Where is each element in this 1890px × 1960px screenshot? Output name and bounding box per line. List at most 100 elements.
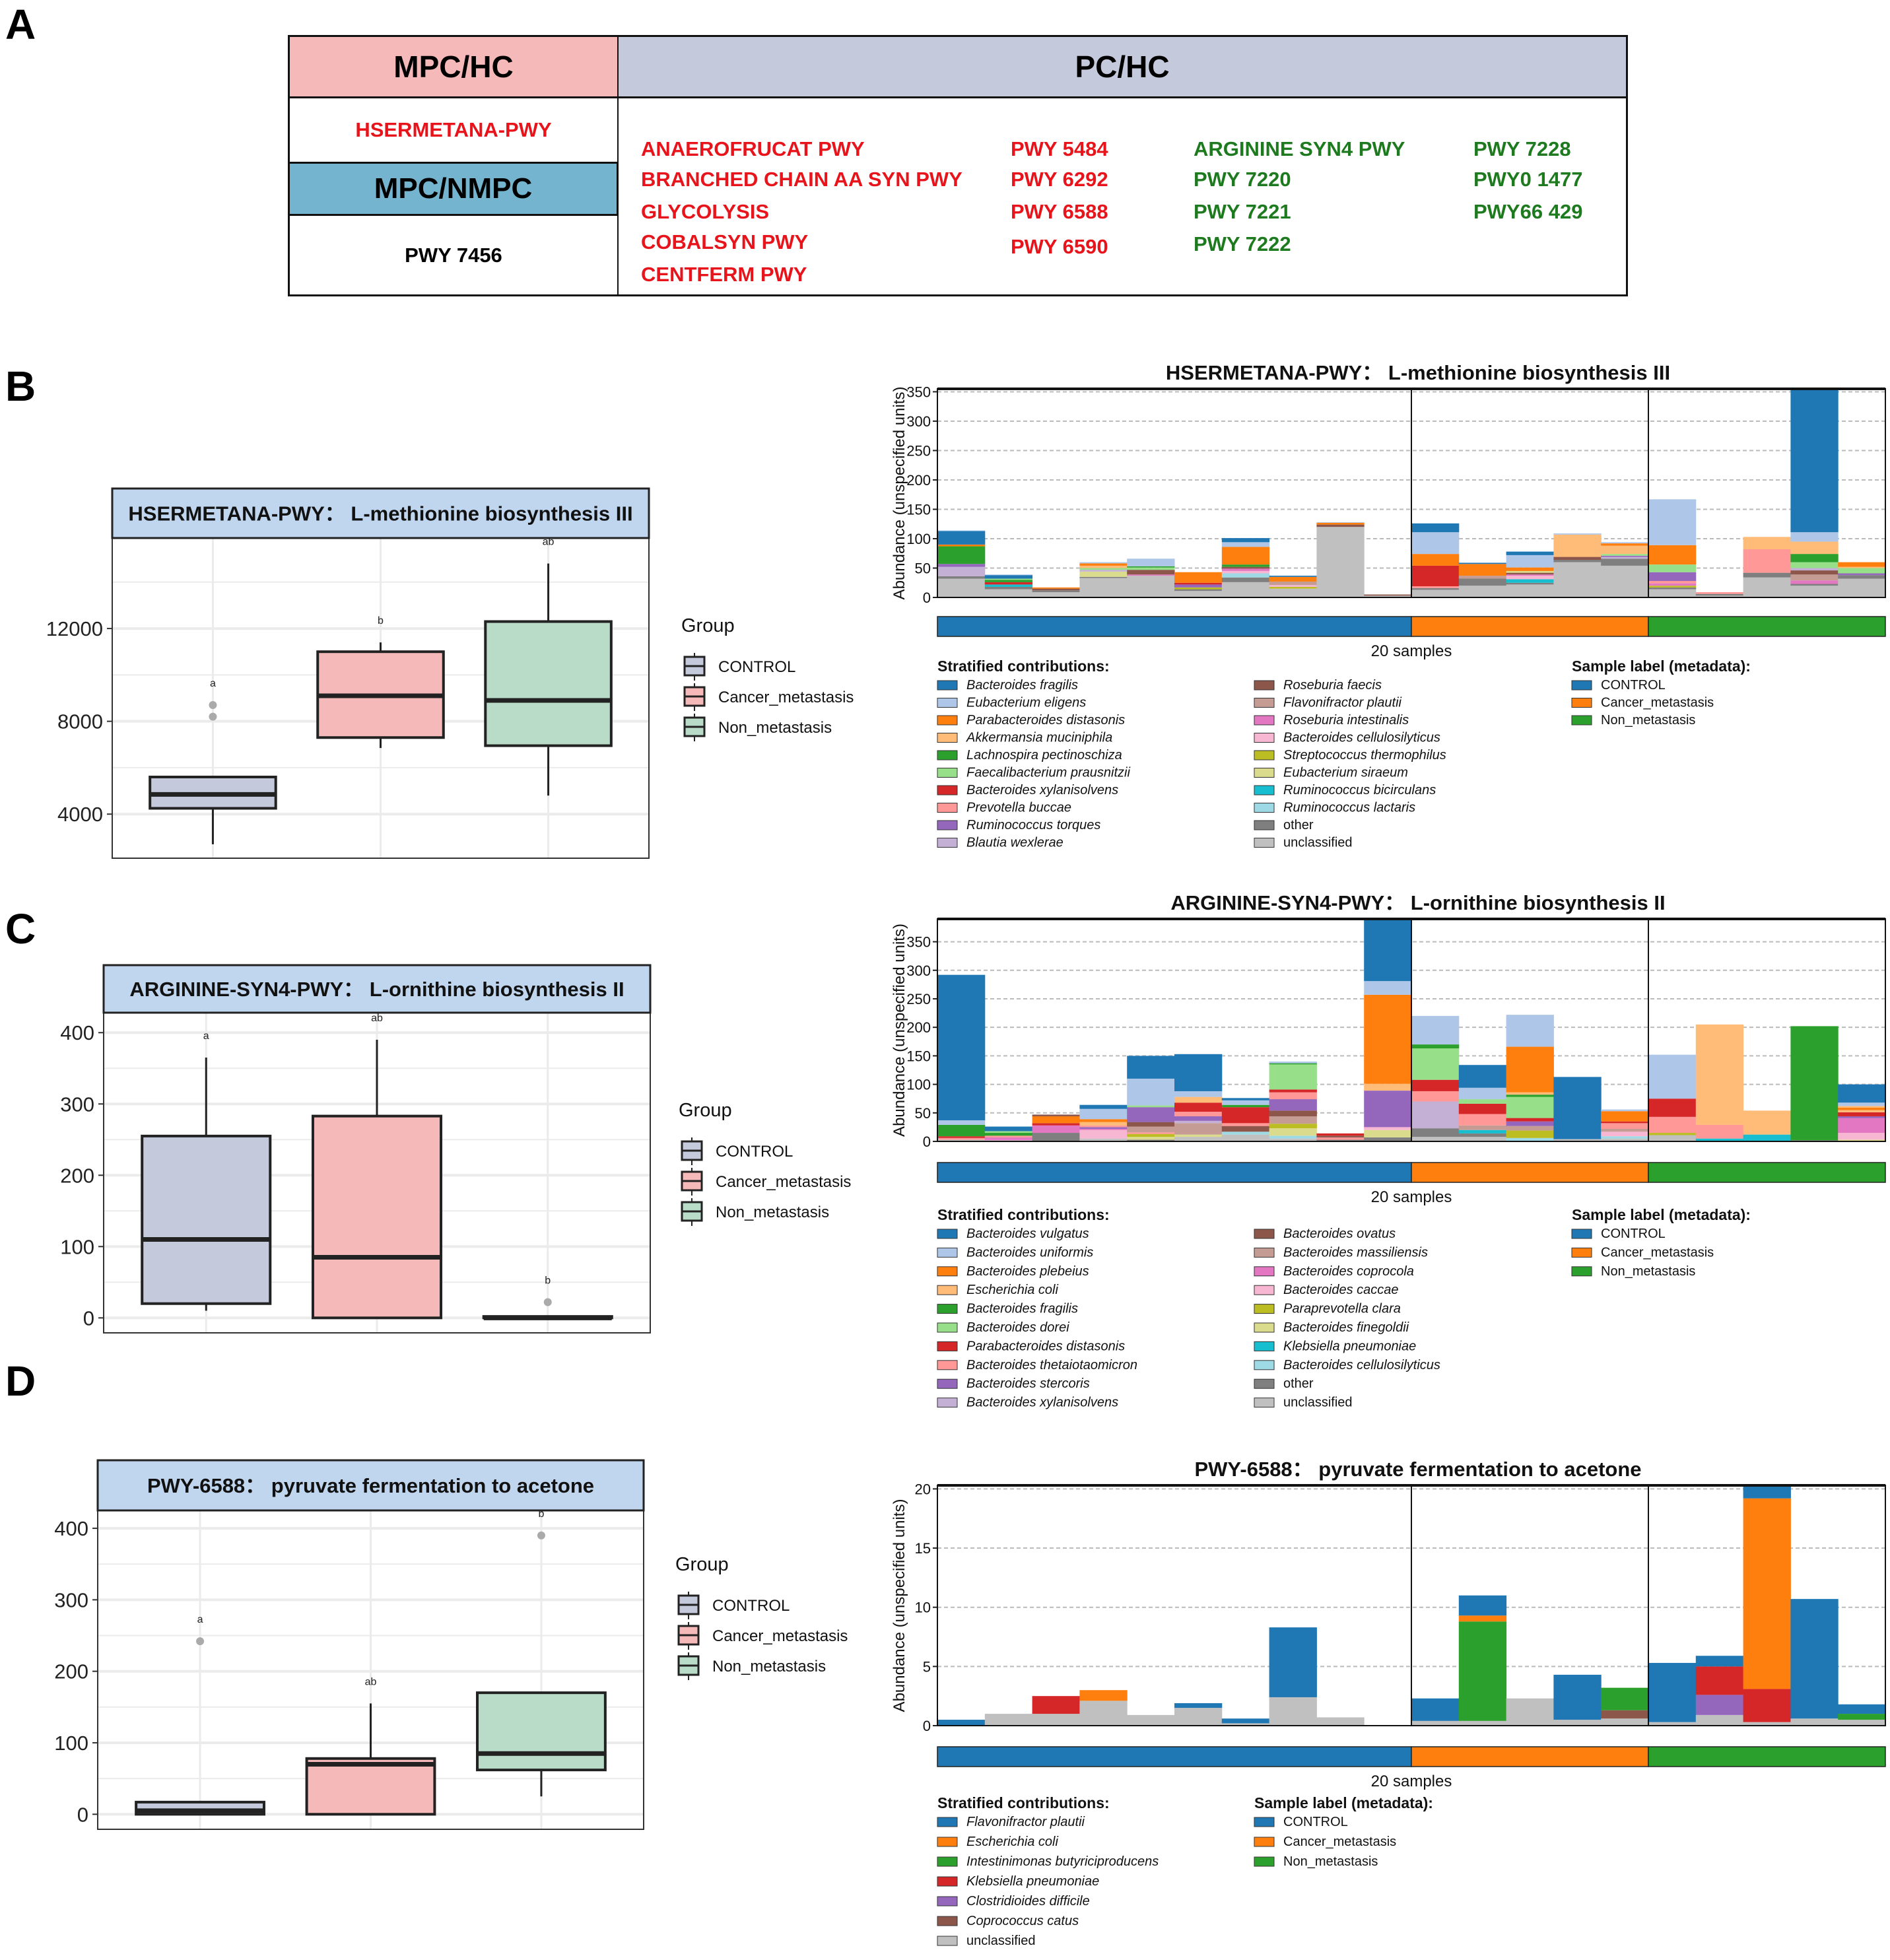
legend-label: Bacteroides stercoris <box>966 1376 1090 1391</box>
bar-segment <box>1838 573 1885 576</box>
y-tick-label: 400 <box>54 1517 88 1540</box>
bar-segment <box>1506 574 1554 576</box>
sample-bar <box>1127 1714 1175 1726</box>
legend-swatch <box>937 768 958 778</box>
bar-segment <box>1743 1722 1791 1726</box>
bar-segment <box>1601 554 1649 556</box>
bar-segment <box>1458 1099 1507 1104</box>
legend-swatch <box>1254 1247 1275 1258</box>
pc-hc-pathway: PWY 6590 <box>1011 235 1108 258</box>
bar-segment <box>1648 572 1697 582</box>
bar-segment <box>1458 1720 1507 1726</box>
bar-segment <box>1079 1125 1128 1128</box>
bar-segment <box>1506 1097 1554 1118</box>
chart-title: HSERMETANA-PWY： L-methionine biosynthesi… <box>128 502 632 525</box>
bar-segment <box>984 575 1033 579</box>
sample-bar <box>937 530 986 597</box>
bar-segment <box>937 544 986 547</box>
sample-bar <box>1411 1698 1460 1726</box>
bar-segment <box>1553 1720 1602 1726</box>
bar-segment <box>984 582 1033 585</box>
x-axis-label: 20 samples <box>1371 1188 1452 1206</box>
bar-segment <box>1269 1135 1317 1139</box>
bar-segment <box>1127 566 1175 568</box>
y-tick-label: 100 <box>906 1077 931 1093</box>
legend-title: Stratified contributions: <box>937 1794 1110 1811</box>
bar-segment <box>1221 570 1270 574</box>
y-axis-label: Abundance (unspecified units) <box>891 1499 908 1712</box>
bar-segment <box>1079 1108 1128 1120</box>
legend-swatch <box>937 750 958 760</box>
y-tick-label: 200 <box>60 1164 94 1187</box>
bar-segment <box>1032 1696 1080 1714</box>
y-tick-label: 0 <box>77 1803 88 1826</box>
sample-bar <box>1127 558 1175 597</box>
y-tick-label: 0 <box>923 1718 931 1734</box>
legend-label: Streptococcus thermophilus <box>1283 748 1446 762</box>
sample-group-bar-non_metastasis <box>1648 616 1886 637</box>
y-tick-label: 300 <box>906 963 931 979</box>
bar-segment <box>1790 568 1839 571</box>
bar-segment <box>1458 586 1507 597</box>
bar-segment <box>1127 1137 1175 1140</box>
bar-segment <box>1411 532 1460 555</box>
legend-swatch <box>1254 750 1275 760</box>
bar-segment <box>1221 538 1270 543</box>
bar-segment <box>1458 1125 1507 1130</box>
bar-segment <box>1601 555 1649 557</box>
chart-title: ARGININE-SYN4-PWY： L-ornithine biosynthe… <box>1170 891 1665 914</box>
sample-bar <box>1458 1595 1507 1726</box>
bar-segment <box>1648 587 1697 590</box>
title-strip <box>102 964 652 1014</box>
legend-swatch <box>1254 1341 1275 1351</box>
sample-legend-title: Sample label (metadata): <box>1572 1206 1751 1223</box>
sample-legend-swatch <box>1254 1837 1275 1847</box>
bar-segment <box>984 1126 1033 1132</box>
bar-segment <box>1316 1717 1365 1726</box>
bar-segment <box>937 974 986 1121</box>
legend-label: Akkermansia muciniphila <box>966 731 1112 745</box>
bar-segment <box>1079 571 1128 577</box>
sample-legend-title: Sample label (metadata): <box>1572 658 1751 675</box>
bar-segment <box>1601 1710 1649 1719</box>
sample-bar <box>1648 1054 1697 1141</box>
bar-segment <box>1601 1128 1649 1132</box>
legend-swatch <box>937 785 958 795</box>
legend-label: Bacteroides xylanisolvens <box>966 1396 1118 1410</box>
bar-segment <box>1032 587 1080 589</box>
y-tick-label: 50 <box>915 560 931 576</box>
legend-swatch <box>937 1936 958 1946</box>
legend-label: unclassified <box>1283 836 1353 850</box>
bar-segment <box>937 1136 986 1138</box>
bar-segment <box>1174 572 1223 583</box>
bar-segment <box>1079 1128 1128 1130</box>
bar-segment <box>1032 590 1080 592</box>
sample-legend-swatch <box>1254 1856 1275 1867</box>
bar-segment <box>1269 1089 1317 1093</box>
y-tick-label: 4000 <box>57 803 103 826</box>
bar-segment <box>1221 1718 1270 1724</box>
bar-segment <box>1838 1714 1885 1720</box>
bar-segment <box>937 578 986 597</box>
bar-segment <box>1364 1083 1412 1091</box>
bar-segment <box>984 578 1033 580</box>
bar-segment <box>1269 1062 1317 1064</box>
bar-segment <box>1506 1137 1554 1141</box>
sample-bar <box>1269 576 1317 597</box>
legend-label: Flavonifractor plautii <box>1283 696 1402 710</box>
pc-hc-pathway: PWY 7221 <box>1194 200 1291 223</box>
bar-segment <box>1506 567 1554 571</box>
y-tick-label: 100 <box>60 1235 94 1258</box>
legend-label: Bacteroides coprocola <box>1283 1264 1414 1279</box>
sample-bar <box>1174 1054 1223 1141</box>
sample-legend-swatch <box>1571 715 1592 726</box>
legend-label: unclassified <box>966 1934 1036 1948</box>
legend-label: Lachnospira pectinoschiza <box>966 748 1122 762</box>
bar-segment <box>1364 1130 1412 1137</box>
bar-segment <box>1695 591 1744 594</box>
legend-label: Bacteroides cellulosilyticus <box>1283 731 1440 745</box>
legend-label: Faecalibacterium prausnitzii <box>966 766 1130 780</box>
bar-segment <box>1553 1674 1602 1720</box>
bar-segment <box>1174 1134 1223 1137</box>
bar-segment <box>1221 1132 1270 1135</box>
